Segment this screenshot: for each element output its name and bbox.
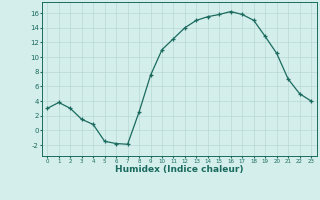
X-axis label: Humidex (Indice chaleur): Humidex (Indice chaleur) [115,165,244,174]
